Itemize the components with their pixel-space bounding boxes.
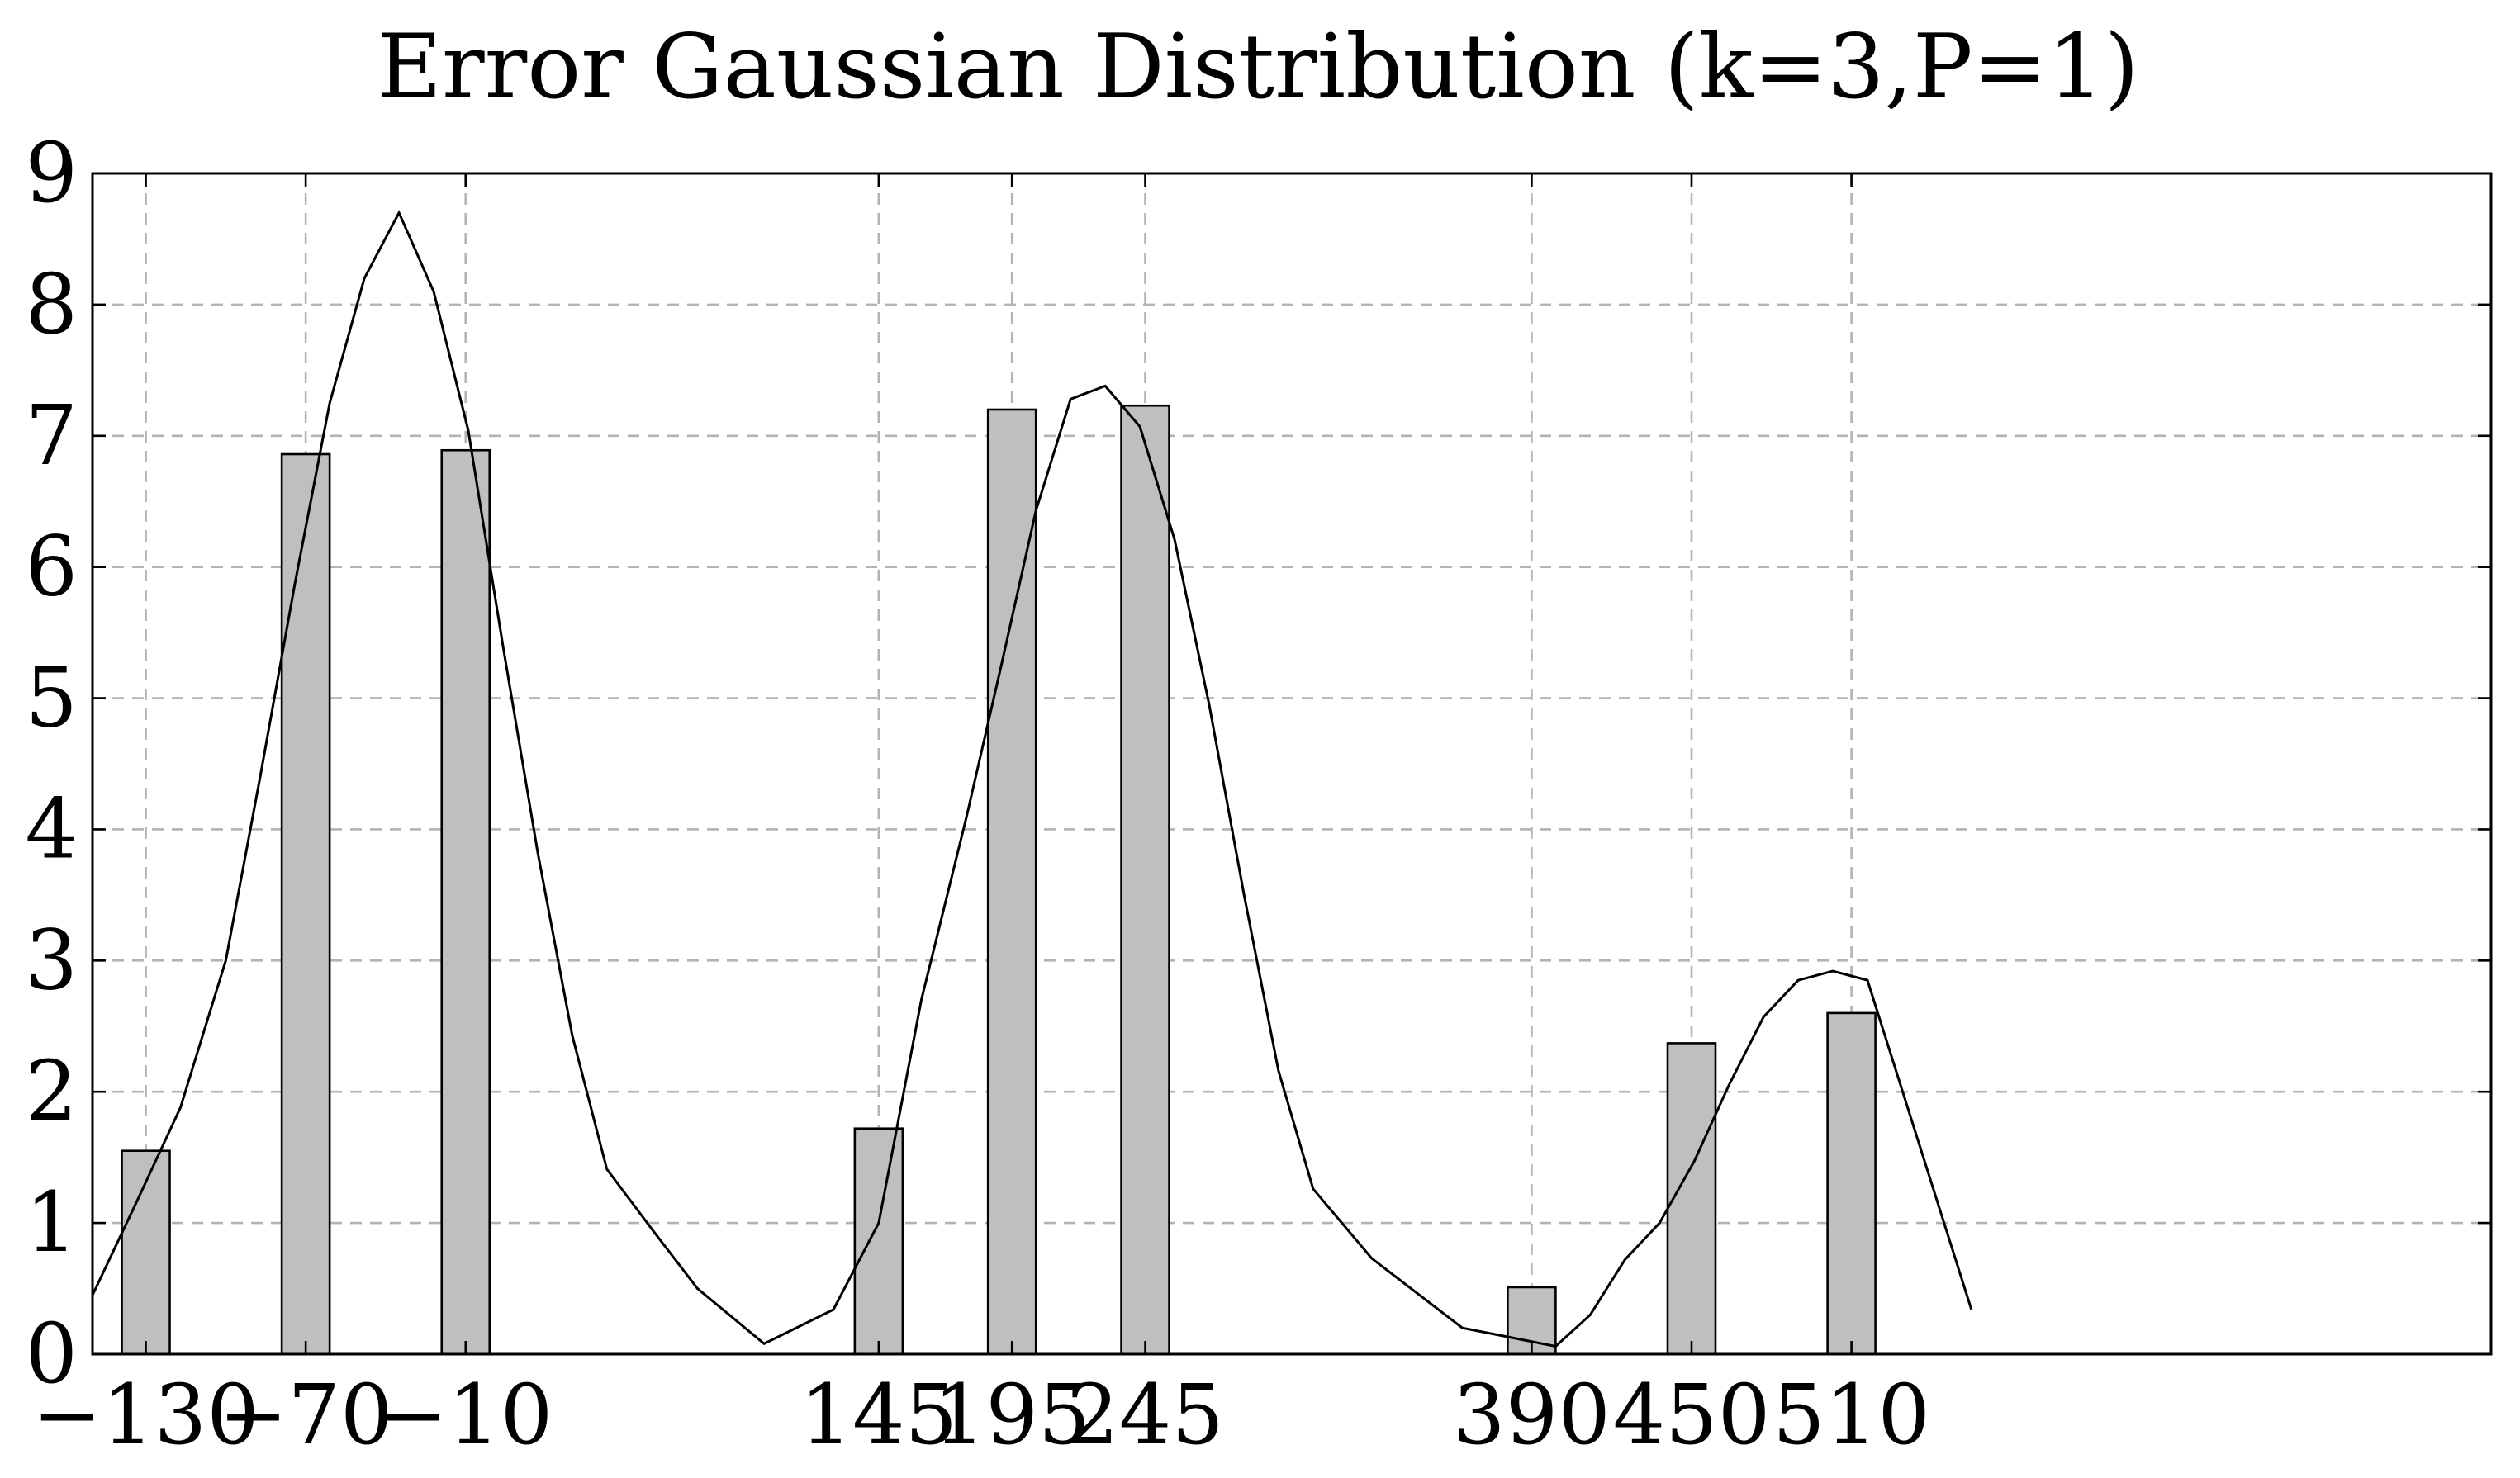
y-tick-label: 7 — [25, 387, 78, 484]
y-tick-label: 6 — [25, 519, 78, 615]
bar — [280, 452, 331, 1356]
y-tick-label: 2 — [25, 1043, 78, 1139]
bar — [440, 448, 491, 1356]
y-tick-label: 8 — [25, 256, 78, 353]
bar — [1666, 1042, 1717, 1356]
x-tick-label: −70 — [219, 1367, 393, 1463]
chart-title: Error Gaussian Distribution (k=3,P=1) — [377, 16, 2139, 119]
gaussian-curve-line — [91, 210, 1973, 1348]
x-tick-label: 390 — [1453, 1367, 1611, 1463]
axis-ticks — [93, 172, 2491, 1356]
x-tick-label: 145 — [800, 1367, 957, 1463]
plot-frame — [91, 172, 2493, 1356]
y-axis-tick-labels: 0 1 2 3 4 5 6 7 8 9 — [25, 125, 78, 1402]
y-tick-label: 4 — [25, 780, 78, 877]
bar — [986, 408, 1037, 1356]
curve-series — [91, 210, 1973, 1348]
x-tick-label: 195 — [933, 1367, 1091, 1463]
y-tick-label: 3 — [25, 912, 78, 1008]
x-tick-label: −10 — [378, 1367, 553, 1463]
bar-series — [121, 404, 1877, 1356]
x-tick-label: 510 — [1773, 1367, 1930, 1463]
bar — [853, 1127, 904, 1356]
x-tick-label: −130 — [32, 1367, 259, 1463]
bar — [1826, 1011, 1877, 1356]
y-tick-label: 9 — [25, 125, 78, 221]
x-tick-label: 450 — [1613, 1367, 1771, 1463]
bar — [1120, 404, 1170, 1356]
y-tick-label: 5 — [25, 650, 78, 746]
y-tick-label: 0 — [25, 1305, 78, 1402]
y-tick-label: 1 — [25, 1174, 78, 1271]
x-tick-label: 245 — [1066, 1367, 1224, 1463]
grid — [93, 173, 2491, 1354]
